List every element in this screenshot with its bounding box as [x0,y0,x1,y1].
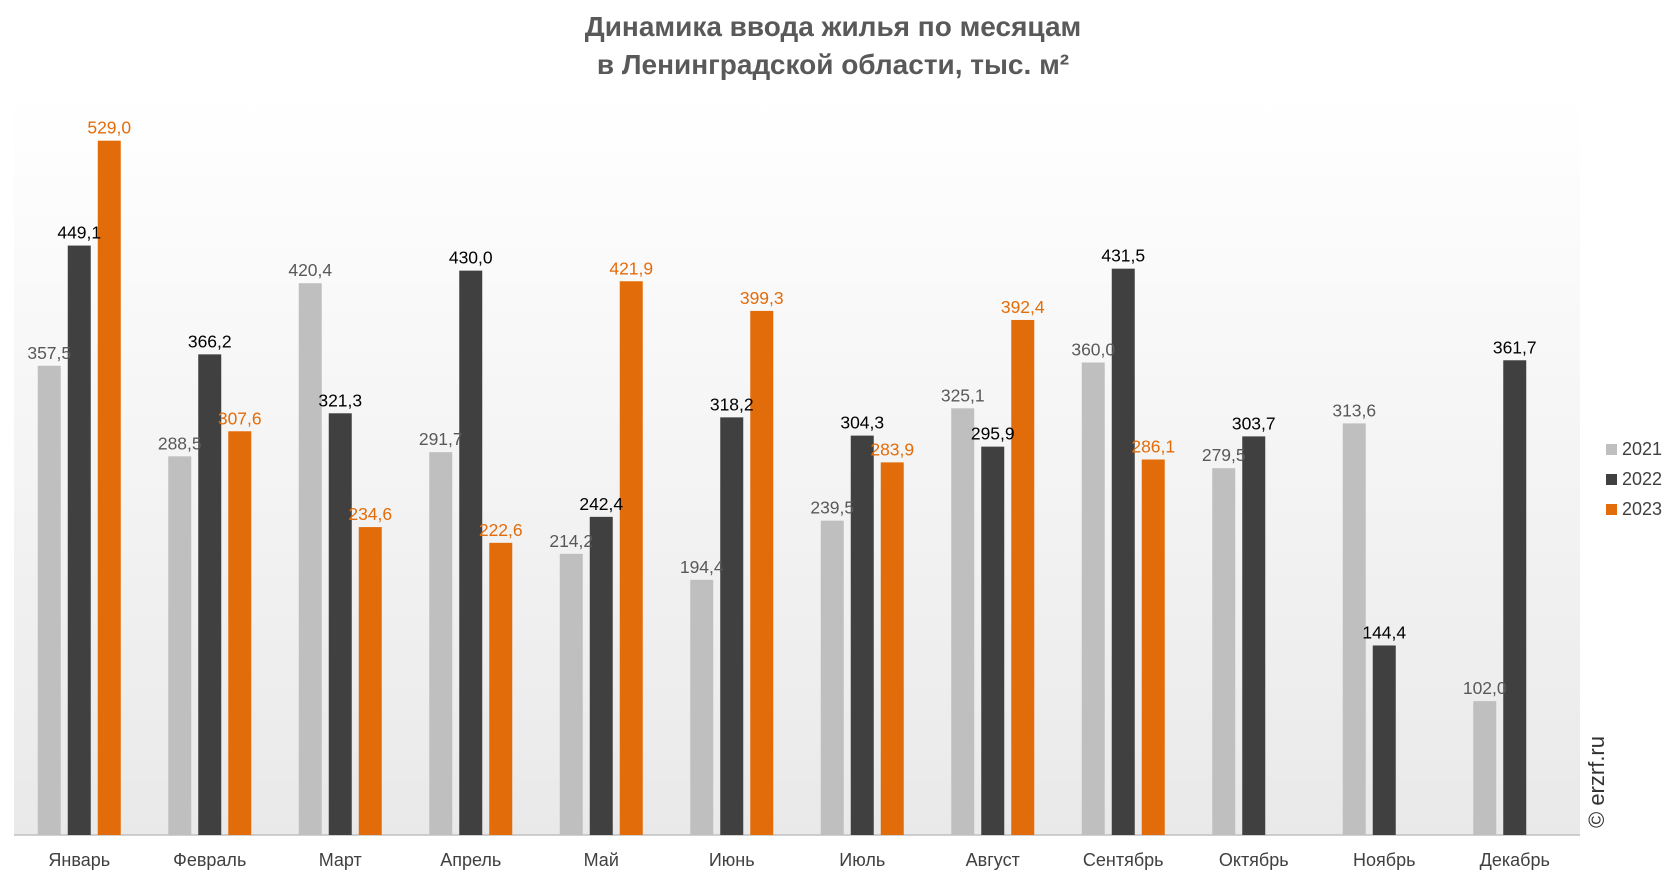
bar-2021 [1212,468,1236,835]
bar-2021 [951,408,975,835]
bar-2021 [559,553,583,835]
data-label-2021: 194,4 [680,557,724,577]
data-label-2022: 242,4 [579,494,623,514]
bar-2022 [589,516,613,835]
bar-2022 [459,270,483,835]
category-label: Апрель [440,850,501,870]
legend-swatch-2021 [1606,444,1617,455]
category-label: Июль [839,850,885,870]
bar-2023 [1141,459,1165,835]
bar-2023 [880,462,904,835]
data-label-2023: 286,1 [1131,436,1175,456]
data-label-2023: 421,9 [609,258,653,278]
bar-2022 [850,435,874,835]
data-label-2023: 283,9 [870,439,914,459]
data-label-2023: 392,4 [1001,297,1045,317]
data-label-2023: 234,6 [348,504,392,524]
data-label-2023: 222,6 [479,520,523,540]
category-label: Май [584,850,619,870]
legend-label-2022: 2022 [1622,469,1662,489]
category-label: Март [319,850,362,870]
category-label: Январь [48,850,110,870]
bar-2021 [1081,362,1105,835]
data-label-2022: 361,7 [1493,337,1537,357]
legend-label-2021: 2021 [1622,439,1662,459]
bar-2021 [1342,423,1366,835]
bar-2021 [429,452,453,835]
category-label: Август [966,850,1020,870]
bar-2022 [198,354,222,835]
bar-2021 [690,579,714,835]
bar-2022 [981,446,1005,835]
legend-label-2023: 2023 [1622,499,1662,519]
category-label: Сентябрь [1083,850,1164,870]
category-labels-layer: Январь Февраль Март Апрель Май Июнь Июль Август… [48,850,1549,870]
data-label-2021: 239,5 [810,498,854,518]
data-label-2021: 420,4 [288,260,332,280]
data-label-2023: 307,6 [218,408,262,428]
data-label-2021: 214,2 [549,531,593,551]
bar-2021 [820,520,844,835]
bar-2022 [1242,436,1266,835]
category-label: Февраль [173,850,246,870]
category-label: Ноябрь [1353,850,1415,870]
data-label-2021: 360,0 [1071,340,1115,360]
data-label-2022: 303,7 [1232,413,1276,433]
bar-2021 [298,283,322,836]
data-label-2022: 430,0 [449,248,493,268]
bar-2021 [168,456,192,835]
bar-2023 [228,431,252,835]
category-label: Декабрь [1480,850,1550,870]
data-label-2022: 144,4 [1362,622,1406,642]
bar-2023 [619,281,643,836]
bar-2022 [67,245,91,835]
bar-2021 [1473,701,1497,835]
bar-2021 [37,365,61,835]
data-label-2022: 295,9 [971,424,1015,444]
data-label-2022: 304,3 [840,413,884,433]
bar-2022 [1372,645,1396,835]
data-label-2023: 529,0 [87,118,131,138]
data-label-2021: 288,5 [158,433,202,453]
data-label-2022: 318,2 [710,394,754,414]
data-label-2021: 357,5 [27,343,71,363]
bar-2023 [1011,319,1035,836]
bars-layer [37,140,1527,836]
legend-swatch-2023 [1606,504,1617,515]
bar-2022 [1503,360,1527,835]
data-label-2021: 102,0 [1463,678,1507,698]
data-labels-layer: 357,5 449,1 529,0 288,5 366,2 307,6 420,4 321,3… [27,118,1536,698]
legend-swatch-2022 [1606,474,1617,485]
bar-2023 [489,542,513,835]
bar-2023 [750,310,774,835]
bar-2022 [1111,268,1135,835]
chart-title-line2: в Ленинградской области, тыс. м² [597,49,1069,80]
bar-2023 [358,527,382,835]
legend: 2021 2022 2023 [1606,439,1662,519]
bar-2022 [720,417,744,835]
data-label-2022: 366,2 [188,331,232,351]
data-label-2021: 291,7 [419,429,463,449]
bar-2022 [328,413,352,835]
data-label-2021: 279,5 [1202,445,1246,465]
category-label: Июнь [709,850,755,870]
chart-title-line1: Динамика ввода жилья по месяцам [585,11,1082,42]
data-label-2021: 325,1 [941,385,985,405]
plot-area [14,95,1580,835]
data-label-2022: 431,5 [1101,246,1145,266]
data-label-2023: 399,3 [740,288,784,308]
data-label-2022: 321,3 [318,390,362,410]
watermark: © erzrf.ru [1584,736,1609,828]
data-label-2022: 449,1 [57,223,101,243]
data-label-2021: 313,6 [1332,400,1376,420]
category-label: Октябрь [1219,850,1289,870]
bar-2023 [97,140,121,835]
